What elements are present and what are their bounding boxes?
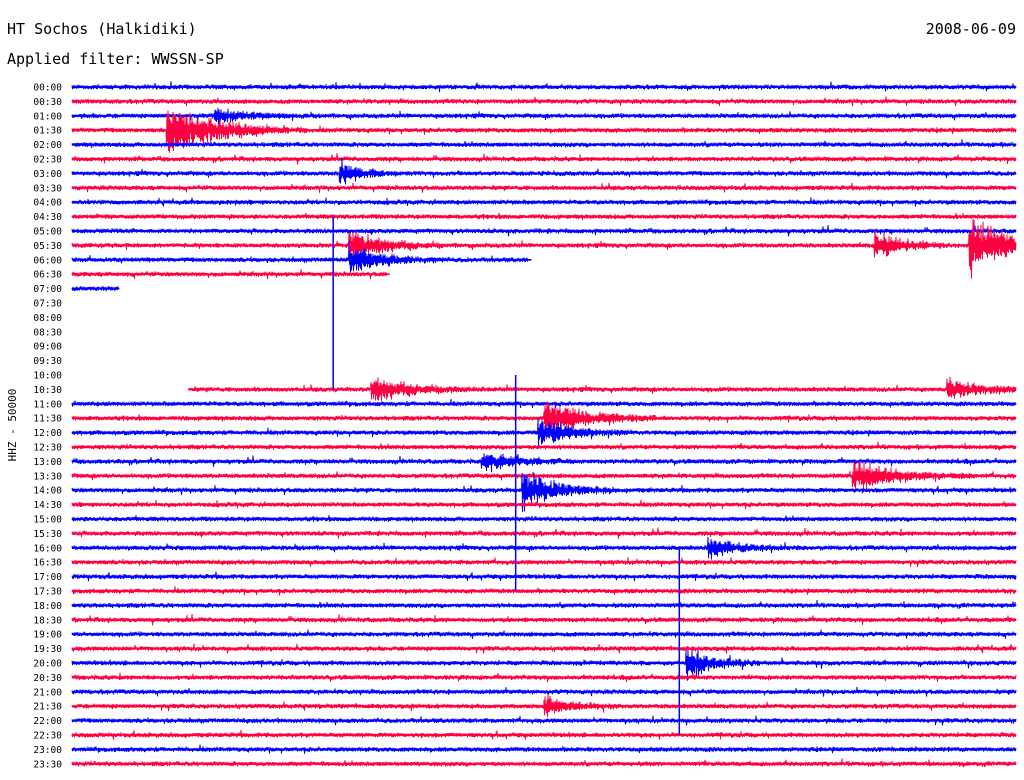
row-label: 00:00 — [33, 83, 62, 94]
row-label: 06:00 — [33, 255, 62, 266]
row-label: 16:00 — [33, 543, 62, 554]
row-label: 15:30 — [33, 529, 62, 540]
row-label: 01:30 — [33, 126, 62, 137]
row-label: 03:30 — [33, 183, 62, 194]
row-label: 22:30 — [33, 731, 62, 742]
row-label: 16:30 — [33, 558, 62, 569]
row-label: 10:30 — [33, 385, 62, 396]
row-label: 11:00 — [33, 399, 62, 410]
row-label: 22:00 — [33, 716, 62, 727]
trace-row — [71, 139, 1017, 148]
row-label: 04:30 — [33, 212, 62, 223]
row-label: 17:30 — [33, 587, 62, 598]
y-axis-label: HHZ - 50000 — [6, 389, 19, 462]
row-label: 12:00 — [33, 428, 62, 439]
row-label: 15:00 — [33, 515, 62, 526]
row-label: 06:30 — [33, 270, 62, 281]
row-label: 19:30 — [33, 644, 62, 655]
row-label: 13:00 — [33, 457, 62, 468]
row-label: 21:30 — [33, 702, 62, 713]
row-label: 18:30 — [33, 615, 62, 626]
row-label: 02:00 — [33, 140, 62, 151]
row-label: 23:30 — [33, 759, 62, 770]
plot-date: 2008-06-09 — [925, 20, 1016, 38]
row-label: 09:30 — [33, 356, 62, 367]
trace-row — [71, 649, 1017, 681]
row-label: 07:00 — [33, 284, 62, 295]
row-label: 03:00 — [33, 169, 62, 180]
row-label: 20:30 — [33, 673, 62, 684]
row-label-layer: 00:00 00:30 01:00 01:30 02:00 02:30 03:00 03:30… — [33, 83, 62, 771]
trace-layer — [71, 81, 1017, 768]
row-label: 23:00 — [33, 745, 62, 756]
row-label: 19:00 — [33, 630, 62, 641]
row-label: 01:00 — [33, 111, 62, 122]
trace-row — [71, 453, 1017, 473]
trace-row — [71, 758, 1017, 768]
trace-row — [71, 241, 529, 273]
row-label: 08:30 — [33, 327, 62, 338]
row-label: 02:30 — [33, 155, 62, 166]
station-title: HT Sochos (Halkidiki) — [7, 20, 197, 38]
row-label: 13:30 — [33, 471, 62, 482]
row-label: 10:00 — [33, 371, 62, 382]
row-label: 14:30 — [33, 500, 62, 511]
row-label: 00:30 — [33, 97, 62, 108]
row-label: 17:00 — [33, 572, 62, 583]
row-label: 12:30 — [33, 443, 62, 454]
trace-row — [71, 599, 1017, 609]
trace-row — [71, 441, 1017, 451]
row-label: 04:00 — [33, 198, 62, 209]
row-label: 09:00 — [33, 342, 62, 353]
trace-row — [71, 212, 1017, 220]
row-label: 21:00 — [33, 687, 62, 698]
trace-row — [71, 219, 1017, 279]
row-label: 20:00 — [33, 659, 62, 670]
row-label: 05:30 — [33, 241, 62, 252]
row-label: 14:00 — [33, 486, 62, 497]
row-label: 05:00 — [33, 227, 62, 238]
row-label: 11:30 — [33, 414, 62, 425]
row-label: 18:00 — [33, 601, 62, 612]
filter-label: Applied filter: WWSSN-SP — [7, 50, 224, 68]
row-label: 08:00 — [33, 313, 62, 324]
row-label: 07:30 — [33, 299, 62, 310]
